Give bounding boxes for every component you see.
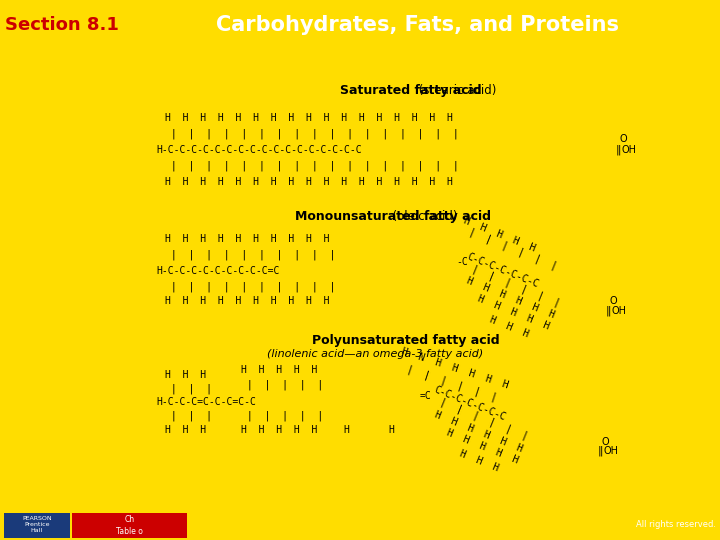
Text: H  H  H: H H H <box>459 448 500 473</box>
Text: H  H  H  H  H  H  H  H  H  H  H  H  H  H  H  H  H: H H H H H H H H H H H H H H H H H <box>165 113 452 123</box>
Text: (linolenic acid—an omega-3 fatty acid): (linolenic acid—an omega-3 fatty acid) <box>266 349 483 359</box>
Text: |  |  |  |  |  |: | | | | | | <box>462 224 559 271</box>
Text: H: H <box>389 425 395 435</box>
Text: Monounsaturated fatty acid: Monounsaturated fatty acid <box>295 210 491 223</box>
Text: |  |  |  |  |: | | | | | <box>241 380 323 390</box>
Text: OH: OH <box>603 446 618 456</box>
Text: H  N  H  H  H  H  H: H N H H H H H <box>400 346 509 390</box>
Text: O: O <box>601 437 609 447</box>
Text: ‖: ‖ <box>606 306 611 316</box>
Text: H  H  H  H  H: H H H H H <box>477 294 551 332</box>
Text: |  |  |  |  |  |  |  |  |  |  |  |  |  |  |  |  |: | | | | | | | | | | | | | | | | | <box>165 129 459 139</box>
FancyBboxPatch shape <box>72 512 187 538</box>
Text: O: O <box>610 296 618 307</box>
Text: OH: OH <box>621 145 636 155</box>
Text: (stearic acid): (stearic acid) <box>341 84 497 97</box>
Text: Table o: Table o <box>116 527 143 536</box>
Text: PEARSON
Prentice
Hall: PEARSON Prentice Hall <box>22 516 52 533</box>
Text: H  H  H  H  H  H  H  H  H  H: H H H H H H H H H H <box>165 296 329 307</box>
FancyBboxPatch shape <box>4 512 70 538</box>
Text: C-C-C-C-C-C-C: C-C-C-C-C-C-C <box>433 385 508 423</box>
Text: H  H  H  H  H  H: H H H H H H <box>433 409 523 454</box>
Text: H-C-C-C-C-C-C-C-C-C-C-C-C-C-C-C-C-C: H-C-C-C-C-C-C-C-C-C-C-C-C-C-C-C-C-C <box>156 145 361 155</box>
Text: |  |  |  |  |: | | | | | <box>241 411 323 421</box>
Text: H-C-C-C-C-C-C-C-C-C=C: H-C-C-C-C-C-C-C-C-C=C <box>156 266 279 276</box>
Text: |  |  |  |  |  |: | | | | | | <box>400 362 498 403</box>
Text: H  H  H: H H H <box>165 370 206 380</box>
Text: H  H  H  H  H  H: H H H H H H <box>465 276 556 320</box>
Text: |  |  |  |  |  |  |  |  |  |  |  |  |  |  |  |  |: | | | | | | | | | | | | | | | | | <box>165 161 459 171</box>
Text: H: H <box>343 425 349 435</box>
Text: O: O <box>619 133 627 144</box>
Text: H  H  H: H H H <box>488 314 530 339</box>
Text: ‖: ‖ <box>616 145 621 155</box>
Text: Section 8.1: Section 8.1 <box>5 16 119 33</box>
Text: H  H  H  H  H: H H H H H <box>446 427 520 465</box>
Text: |  |  |  |  |  |: | | | | | | <box>433 394 529 441</box>
Text: =C: =C <box>420 392 431 401</box>
Text: OH: OH <box>611 306 626 316</box>
Text: H  H  H: H H H <box>165 425 206 435</box>
Text: ‖: ‖ <box>598 446 603 456</box>
Text: |  |  |  |  |  |  |  |  |  |: | | | | | | | | | | <box>165 281 335 292</box>
Text: H  H  H  H  H  H  H  H  H  H: H H H H H H H H H H <box>165 234 329 245</box>
Text: Ch: Ch <box>125 515 135 524</box>
Text: |  |  |  |  |  |  |  |  |  |: | | | | | | | | | | <box>165 250 335 260</box>
Text: All rights reserved.: All rights reserved. <box>636 520 716 529</box>
Text: H-C-C-C=C-C-C=C-C: H-C-C-C=C-C-C=C-C <box>156 397 256 408</box>
Text: Carbohydrates, Fats, and Proteins: Carbohydrates, Fats, and Proteins <box>216 15 619 35</box>
Text: Polyunsaturated fatty acid: Polyunsaturated fatty acid <box>312 334 500 347</box>
Text: H  H  H  H  H: H H H H H <box>241 365 318 375</box>
Text: H  H  H  H  H: H H H H H <box>241 425 318 435</box>
Text: C-C-C-C-C-C-C: C-C-C-C-C-C-C <box>465 252 540 289</box>
Text: H  H  H  H  H: H H H H H <box>462 216 537 254</box>
Text: |  |  |  |  |  |: | | | | | | <box>465 261 562 308</box>
Text: H  H  H  H  H  H  H  H  H  H  H  H  H  H  H  H  H: H H H H H H H H H H H H H H H H H <box>165 177 452 187</box>
Text: |  |  |: | | | <box>165 383 212 394</box>
Text: -C: -C <box>456 256 469 267</box>
Text: Saturated fatty acid: Saturated fatty acid <box>341 84 482 97</box>
Text: (oleic acid): (oleic acid) <box>295 210 457 223</box>
Text: |  |  |: | | | <box>165 411 212 421</box>
FancyBboxPatch shape <box>4 4 120 47</box>
